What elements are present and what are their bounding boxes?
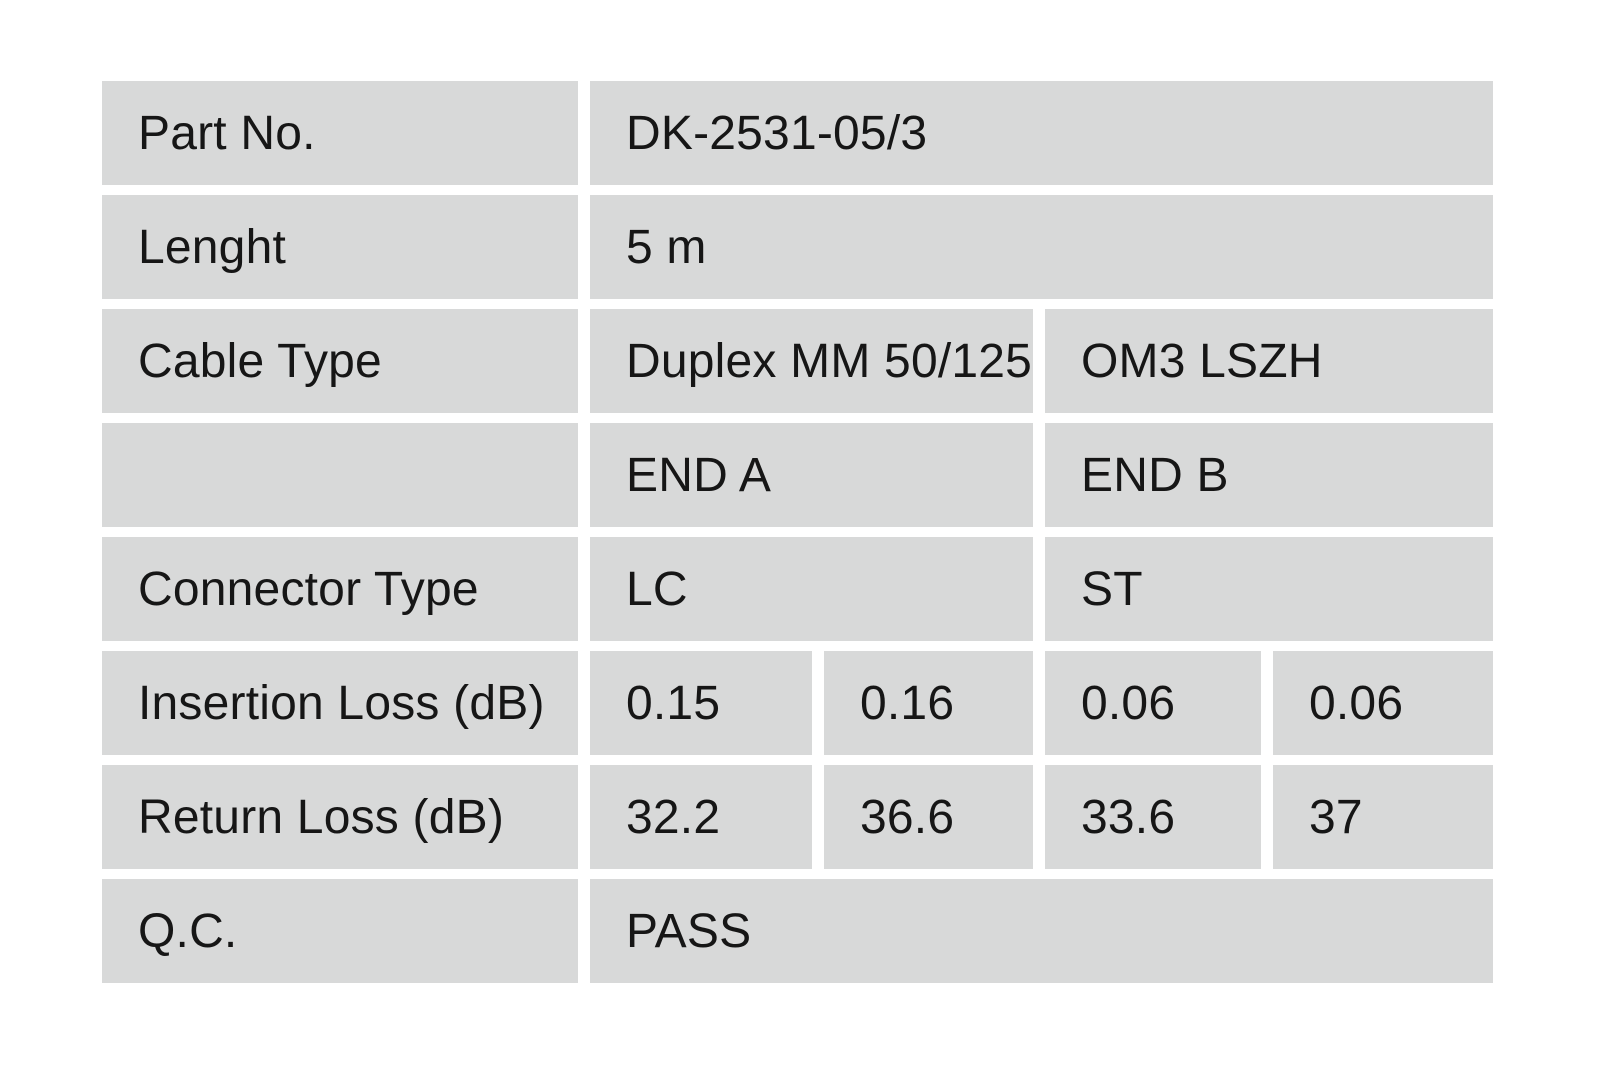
qc-value: PASS	[590, 879, 1493, 983]
part-no-label: Part No.	[102, 81, 578, 185]
length-value: 5 m	[590, 195, 1493, 299]
return-loss-end-b-1: 33.6	[1045, 765, 1261, 869]
cable-type-label: Cable Type	[102, 309, 578, 413]
spec-table: Part No. DK-2531-05/3 Lenght 5 m Cable T…	[102, 81, 1493, 983]
cable-type-value-a: Duplex MM 50/125	[590, 309, 1033, 413]
insertion-loss-label: Insertion Loss (dB)	[102, 651, 578, 755]
insertion-loss-end-b-2: 0.06	[1273, 651, 1493, 755]
end-b-header: END B	[1045, 423, 1493, 527]
insertion-loss-end-a-1: 0.15	[590, 651, 812, 755]
cable-type-value-b: OM3 LSZH	[1045, 309, 1493, 413]
length-label: Lenght	[102, 195, 578, 299]
insertion-loss-end-b-1: 0.06	[1045, 651, 1261, 755]
connector-type-label: Connector Type	[102, 537, 578, 641]
end-header-empty-cell	[102, 423, 578, 527]
insertion-loss-end-a-2: 0.16	[824, 651, 1033, 755]
qc-label: Q.C.	[102, 879, 578, 983]
connector-type-end-a: LC	[590, 537, 1033, 641]
connector-type-end-b: ST	[1045, 537, 1493, 641]
return-loss-end-a-1: 32.2	[590, 765, 812, 869]
return-loss-end-a-2: 36.6	[824, 765, 1033, 869]
end-a-header: END A	[590, 423, 1033, 527]
return-loss-end-b-2: 37	[1273, 765, 1493, 869]
return-loss-label: Return Loss (dB)	[102, 765, 578, 869]
part-no-value: DK-2531-05/3	[590, 81, 1493, 185]
